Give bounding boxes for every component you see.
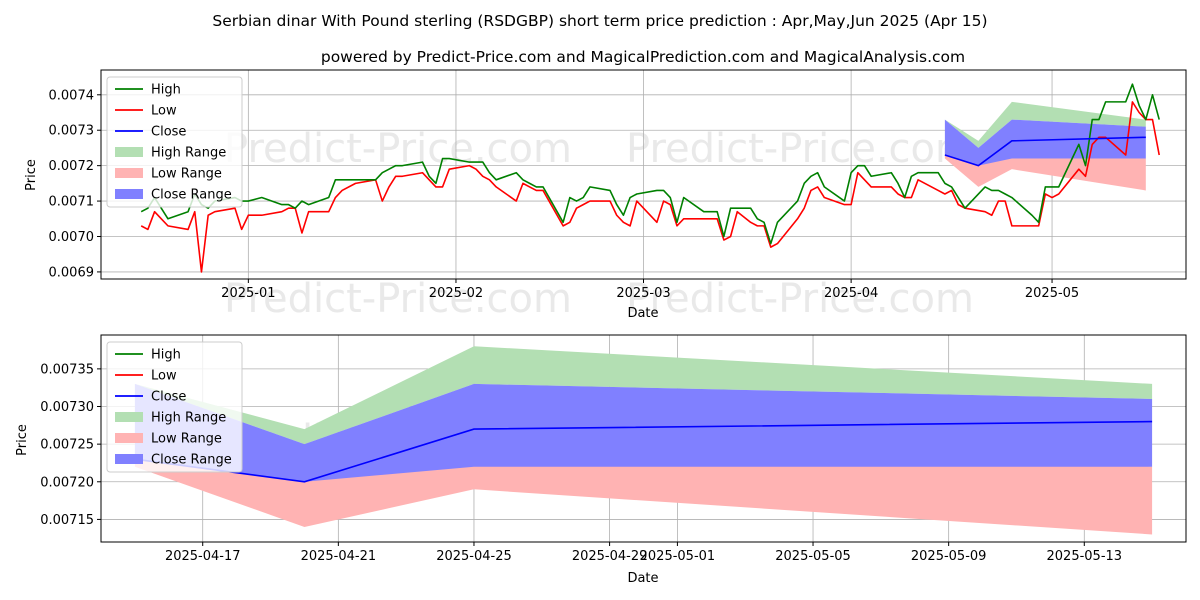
y-tick-label: 0.0070 (49, 230, 95, 245)
close-range-band (134, 383, 1153, 482)
high-series-line (140, 83, 1160, 245)
legend-label: Low Range (151, 167, 222, 182)
x-tick-label: 2025-05 (1025, 286, 1079, 301)
legend-label: Close Range (151, 188, 232, 203)
high-range-band (134, 346, 1153, 445)
bottom-axis-ticks: 2025-04-17 2025-04-21 2025-04-25 2025-04-29… (40, 362, 1122, 564)
watermark-text: Predict-Price.com (626, 126, 974, 172)
x-tick-label: 2025-04 (824, 286, 878, 301)
legend-label: Low Range (151, 432, 222, 447)
legend-label: High Range (151, 411, 226, 426)
bottom-y-axis-label: Price (15, 424, 30, 456)
legend-label: Low (151, 104, 177, 119)
x-tick-label: 2025-04-25 (436, 549, 512, 564)
watermark-text: Predict-Price.com (224, 276, 572, 322)
top-axis-ticks: 2025-01 2025-02 2025-03 2025-04 2025-05 0.006… (49, 88, 1080, 301)
y-tick-label: 0.00725 (40, 438, 94, 453)
x-tick-label: 2025-04-29 (572, 549, 648, 564)
legend-label: Close Range (151, 453, 232, 468)
x-tick-label: 2025-05-05 (775, 549, 851, 564)
y-tick-label: 0.00730 (40, 400, 94, 415)
watermark-text: Predict-Price.com (626, 276, 974, 322)
legend-patch-swatch (115, 147, 143, 157)
y-tick-label: 0.00720 (40, 475, 94, 490)
bottom-x-axis-label: Date (627, 571, 658, 586)
top-y-axis-label: Price (24, 159, 39, 191)
legend-label: High (151, 348, 181, 363)
chart-subtitle: powered by Predict-Price.com and Magical… (321, 48, 965, 66)
legend-patch-swatch (115, 433, 143, 443)
x-tick-label: 2025-03 (616, 286, 670, 301)
top-watermarks: Predict-Price.com Predict-Price.com Predic… (224, 126, 974, 322)
x-tick-label: 2025-01 (221, 286, 275, 301)
x-tick-label: 2025-05-01 (640, 549, 716, 564)
watermark-text: Predict-Price.com (224, 126, 572, 172)
x-tick-label: 2025-05-09 (911, 549, 987, 564)
top-price-lines (140, 83, 1160, 273)
y-tick-label: 0.00735 (40, 362, 94, 377)
close-series-line (944, 136, 1146, 167)
y-tick-label: 0.0071 (49, 195, 95, 210)
x-tick-label: 2025-02 (429, 286, 483, 301)
legend-patch-swatch (115, 412, 143, 422)
legend-label: Low (151, 369, 177, 384)
high-range-band (944, 101, 1146, 148)
x-tick-label: 2025-04-21 (301, 549, 377, 564)
low-series-line (140, 101, 1160, 273)
legend-patch-swatch (115, 454, 143, 464)
legend-label: Close (151, 390, 186, 405)
legend-patch-swatch (115, 168, 143, 178)
chart-title: Serbian dinar With Pound sterling (RSDGB… (212, 12, 987, 30)
top-x-axis-label: Date (627, 306, 658, 321)
y-tick-label: 0.0072 (49, 159, 95, 174)
y-tick-label: 0.0074 (49, 88, 95, 103)
history-panel: Predict-Price.com Predict-Price.com Predic… (24, 69, 1187, 322)
legend-label: High (151, 83, 181, 98)
bottom-legend: High Low Close High Range Low Range Close Ran… (106, 341, 243, 473)
x-tick-label: 2025-05-13 (1047, 549, 1123, 564)
legend-label: High Range (151, 146, 226, 161)
legend-label: Close (151, 125, 186, 140)
y-tick-label: 0.0069 (49, 265, 95, 280)
top-legend: High Low Close High Range Low Range Close Ran… (106, 76, 243, 208)
legend-patch-swatch (115, 189, 143, 199)
x-tick-label: 2025-04-17 (165, 549, 241, 564)
y-tick-label: 0.00715 (40, 513, 94, 528)
y-tick-label: 0.0073 (49, 124, 95, 139)
bottom-plot-frame (100, 334, 1187, 543)
